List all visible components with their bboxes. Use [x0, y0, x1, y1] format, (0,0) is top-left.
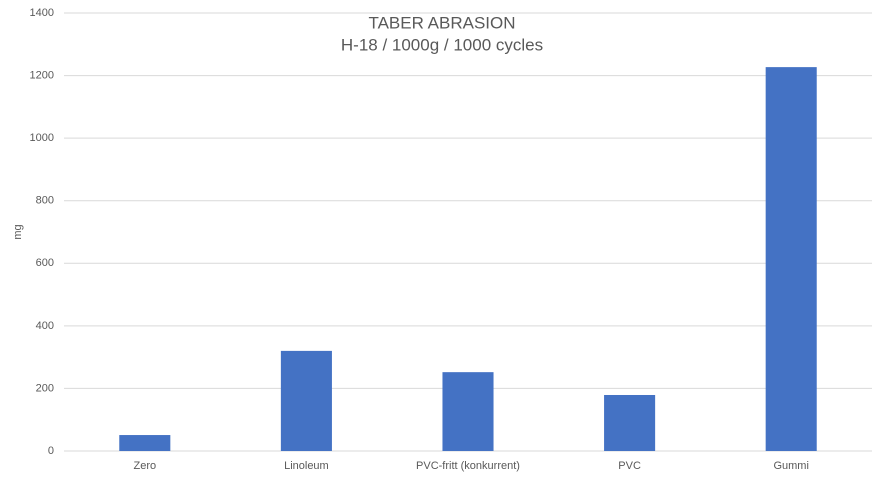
x-tick-label: Gummi [773, 460, 808, 472]
y-tick-label: 400 [36, 320, 54, 332]
y-tick-label: 0 [48, 445, 54, 457]
y-tick-label: 800 [36, 195, 54, 207]
bar [604, 394, 656, 451]
x-tick-label: Linoleum [284, 460, 329, 472]
x-tick-label: PVC-fritt (konkurrent) [416, 460, 520, 472]
y-tick-label: 1400 [30, 7, 54, 19]
y-tick-label: 200 [36, 382, 54, 394]
bar [280, 350, 332, 451]
y-axis-label: mg [12, 224, 24, 239]
chart-title: TABER ABRASION [368, 13, 515, 32]
y-tick-label: 1200 [30, 69, 54, 81]
x-tick-label: PVC [618, 460, 641, 472]
x-tick-label: Zero [133, 460, 156, 472]
bar [765, 67, 817, 452]
bar [119, 435, 171, 451]
bar [442, 372, 494, 451]
y-tick-label: 1000 [30, 132, 54, 144]
y-tick-label: 600 [36, 257, 54, 269]
chart-subtitle: H-18 / 1000g / 1000 cycles [341, 35, 543, 54]
